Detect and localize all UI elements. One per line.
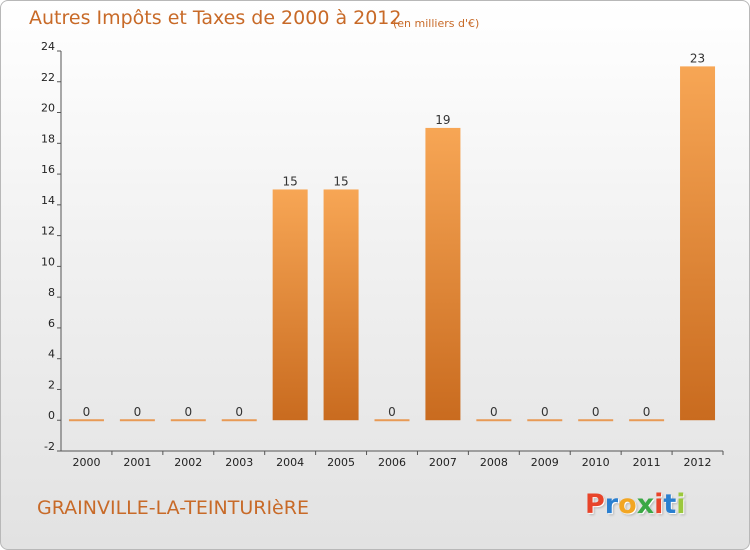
data-label: 0	[643, 405, 651, 419]
place-name: GRAINVILLE-LA-TEINTURIèRE	[37, 497, 309, 519]
y-tick-label: 22	[41, 71, 55, 84]
x-tick-label: 2007	[429, 456, 457, 469]
data-label: 0	[83, 405, 91, 419]
y-tick-label: 18	[41, 132, 55, 145]
bar	[170, 419, 206, 422]
bar	[476, 419, 512, 422]
bar	[578, 419, 614, 422]
logo-letter: t	[663, 489, 677, 520]
y-tick-label: 4	[48, 348, 55, 361]
data-label: 0	[184, 405, 192, 419]
data-label: 15	[333, 174, 348, 188]
data-label: 19	[435, 113, 450, 127]
x-tick-label: 2004	[276, 456, 304, 469]
y-tick-label: 24	[41, 40, 55, 53]
y-tick-label: 20	[41, 102, 55, 115]
x-tick-label: 2011	[633, 456, 661, 469]
bar	[374, 419, 410, 422]
x-tick-label: 2010	[582, 456, 610, 469]
bar	[68, 419, 104, 422]
x-tick-label: 2012	[684, 456, 712, 469]
logo-letter: P	[585, 489, 605, 520]
y-tick-label: 12	[41, 225, 55, 238]
x-tick-label: 2001	[123, 456, 151, 469]
proxiti-logo: Proxiti	[585, 489, 686, 520]
bar	[629, 419, 665, 422]
bar	[680, 66, 716, 421]
data-label: 15	[283, 174, 298, 188]
data-label: 0	[490, 405, 498, 419]
logo-letter: o	[618, 489, 637, 520]
logo-letter: x	[636, 489, 655, 520]
y-tick-label: -2	[44, 440, 55, 453]
y-tick-label: 2	[48, 378, 55, 391]
logo-letter: i	[654, 489, 664, 520]
chart-subtitle: (en milliers d'€)	[393, 17, 480, 30]
bar	[221, 419, 257, 422]
y-tick-label: 6	[48, 317, 55, 330]
logo-letter: r	[604, 489, 619, 520]
bar	[323, 189, 359, 421]
y-tick-label: 14	[41, 194, 55, 207]
chart-title: Autres Impôts et Taxes de 2000 à 2012	[29, 7, 402, 29]
data-label: 0	[592, 405, 600, 419]
x-tick-label: 2006	[378, 456, 406, 469]
data-label: 0	[134, 405, 142, 419]
x-tick-label: 2008	[480, 456, 508, 469]
x-tick-label: 2000	[72, 456, 100, 469]
x-tick-label: 2005	[327, 456, 355, 469]
x-tick-label: 2003	[225, 456, 253, 469]
y-tick-label: 10	[41, 255, 55, 268]
logo-letter: i	[676, 489, 686, 520]
bar	[119, 419, 155, 422]
y-tick-label: 8	[48, 286, 55, 299]
data-label: 0	[235, 405, 243, 419]
x-tick-label: 2002	[174, 456, 202, 469]
y-tick-label: 0	[48, 409, 55, 422]
data-label: 0	[388, 405, 396, 419]
bar	[527, 419, 563, 422]
data-label: 23	[690, 51, 705, 65]
bar	[272, 189, 308, 421]
bar	[425, 127, 461, 421]
x-tick-label: 2009	[531, 456, 559, 469]
data-label: 0	[541, 405, 549, 419]
y-tick-label: 16	[41, 163, 55, 176]
